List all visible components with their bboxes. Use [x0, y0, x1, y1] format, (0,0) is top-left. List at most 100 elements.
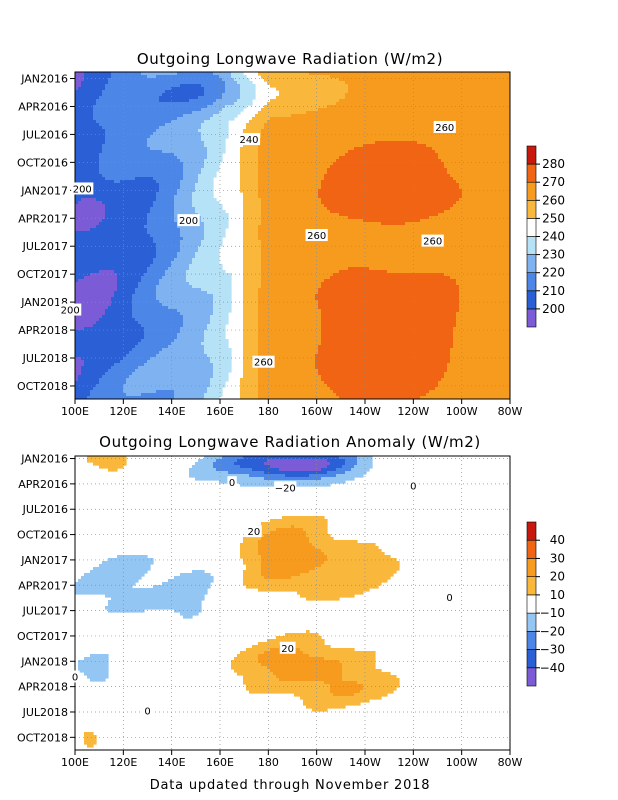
olr-cell — [123, 156, 127, 160]
olr-cell — [96, 126, 100, 130]
olr-cell — [135, 363, 139, 367]
olr-cell — [207, 90, 211, 94]
olr-cell — [93, 117, 97, 121]
olr-cell — [210, 225, 214, 229]
olr-cell — [189, 294, 193, 298]
olr-cell — [111, 99, 115, 103]
olr-cell — [87, 231, 91, 235]
olr-cell — [87, 309, 91, 313]
olr-cell — [78, 267, 82, 271]
olr-cell — [159, 153, 163, 157]
olr-cell — [108, 363, 112, 367]
olr-cell — [177, 303, 181, 307]
olr-cell — [171, 273, 175, 277]
olr-cell — [99, 75, 103, 79]
olr-cell — [99, 177, 103, 181]
olr-cell — [165, 252, 169, 256]
olr-cell — [204, 225, 208, 229]
olr-cell — [162, 108, 166, 112]
olr-cell — [99, 114, 103, 118]
olr-cell — [201, 216, 205, 220]
olr-cell — [180, 90, 184, 94]
olr-cell — [129, 348, 133, 352]
olr-cell — [123, 138, 127, 142]
olr-cell — [84, 204, 88, 208]
olr-cell — [126, 276, 130, 280]
olr-cell — [84, 333, 88, 337]
olr-cell — [117, 318, 121, 322]
olr-cell — [183, 105, 187, 109]
olr-cell — [114, 201, 118, 205]
olr-cell — [165, 93, 169, 97]
olr-cell — [126, 108, 130, 112]
olr-cell — [183, 342, 187, 346]
olr-cell — [183, 117, 187, 121]
olr-cell — [192, 90, 196, 94]
olr-cell — [168, 111, 172, 115]
olr-cell — [156, 147, 160, 151]
olr-cell — [126, 252, 130, 256]
olr-cell — [165, 330, 169, 334]
olr-cell — [144, 279, 148, 283]
olr-cell — [102, 291, 106, 295]
olr-cell — [93, 171, 97, 175]
olr-cell — [210, 195, 214, 199]
olr-cell — [96, 381, 100, 385]
olr-cell — [180, 201, 184, 205]
olr-cell — [132, 81, 136, 85]
olr-cell — [87, 84, 91, 88]
olr-cell — [75, 282, 79, 286]
olr-cell — [117, 384, 121, 388]
olr-cell — [114, 162, 118, 166]
olr-cell — [207, 360, 211, 364]
olr-cell — [135, 162, 139, 166]
olr-cell — [159, 147, 163, 151]
olr-cell — [153, 390, 157, 394]
olr-cell — [156, 288, 160, 292]
olr-cell — [174, 387, 178, 391]
olr-cell — [201, 201, 205, 205]
olr-cell — [96, 165, 100, 169]
olr-cell — [207, 294, 211, 298]
olr-cell — [144, 141, 148, 145]
olr-cell — [120, 276, 124, 280]
olr-cell — [93, 222, 97, 226]
olr-cell — [192, 75, 196, 79]
olr-cell — [120, 348, 124, 352]
olr-cell — [183, 156, 187, 160]
olr-cell — [177, 354, 181, 358]
olr-cell — [177, 366, 181, 370]
olr-cell — [180, 153, 184, 157]
olr-cell — [123, 195, 127, 199]
olr-cell — [102, 294, 106, 298]
olr-cell — [168, 354, 172, 358]
olr-cell — [90, 99, 94, 103]
olr-cell — [81, 210, 85, 214]
olr-cell — [132, 303, 136, 307]
olr-cell — [108, 252, 112, 256]
olr-cell — [114, 84, 118, 88]
olr-cell — [105, 174, 109, 178]
olr-cell — [171, 330, 175, 334]
olr-cell — [129, 270, 133, 274]
olr-cell — [96, 225, 100, 229]
olr-cell — [81, 123, 85, 127]
olr-cell — [186, 252, 190, 256]
olr-cell — [90, 210, 94, 214]
olr-cell — [75, 213, 79, 217]
olr-cell — [138, 153, 142, 157]
olr-cell — [87, 234, 91, 238]
olr-cell — [126, 249, 130, 253]
olr-cell — [147, 180, 151, 184]
olr-cell — [114, 237, 118, 241]
olr-cell — [210, 282, 214, 286]
olr-cell — [162, 357, 166, 361]
olr-cell — [147, 102, 151, 106]
olr-cell — [141, 240, 145, 244]
olr-cell — [126, 189, 130, 193]
olr-cell — [123, 231, 127, 235]
olr-cell — [156, 207, 160, 211]
olr-cell — [81, 240, 85, 244]
olr-cell — [90, 213, 94, 217]
olr-cell — [114, 159, 118, 163]
